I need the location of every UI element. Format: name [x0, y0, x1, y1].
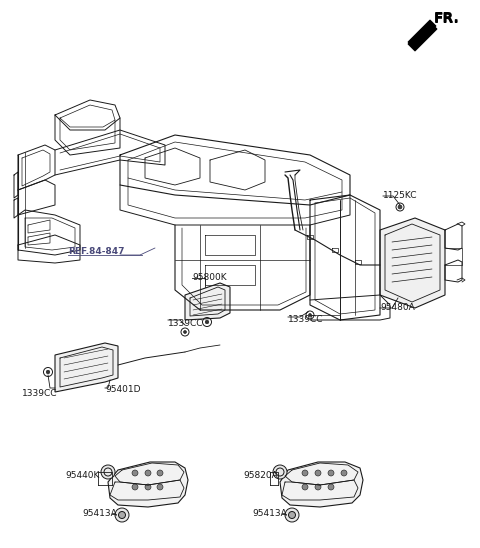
Circle shape — [341, 470, 347, 476]
Text: 95820A: 95820A — [243, 471, 278, 481]
Circle shape — [398, 205, 402, 209]
Polygon shape — [108, 462, 188, 507]
Text: 1339CC: 1339CC — [168, 318, 204, 328]
Circle shape — [288, 511, 296, 518]
Circle shape — [157, 470, 163, 476]
Text: 95480A: 95480A — [380, 304, 415, 312]
Polygon shape — [185, 283, 230, 320]
Circle shape — [273, 465, 287, 479]
Circle shape — [315, 470, 321, 476]
Text: 95401D: 95401D — [105, 385, 141, 395]
Polygon shape — [408, 20, 436, 48]
Polygon shape — [380, 218, 445, 308]
Text: FR.: FR. — [434, 11, 460, 25]
Polygon shape — [55, 343, 118, 392]
Circle shape — [309, 313, 312, 317]
Circle shape — [328, 484, 334, 490]
Circle shape — [132, 470, 138, 476]
Text: FR.: FR. — [434, 12, 460, 26]
Circle shape — [157, 484, 163, 490]
Circle shape — [302, 484, 308, 490]
Polygon shape — [408, 22, 437, 51]
Circle shape — [119, 511, 125, 518]
Text: 95440K: 95440K — [65, 471, 99, 481]
Circle shape — [46, 370, 50, 374]
Text: 1339CC: 1339CC — [288, 316, 324, 324]
Circle shape — [101, 465, 115, 479]
Text: 1339CC: 1339CC — [22, 389, 58, 397]
Circle shape — [285, 508, 299, 522]
Text: 95413A: 95413A — [252, 510, 287, 518]
Circle shape — [132, 484, 138, 490]
Text: REF.84-847: REF.84-847 — [68, 248, 124, 256]
Circle shape — [205, 320, 209, 324]
Text: 1125KC: 1125KC — [383, 191, 418, 201]
Circle shape — [145, 484, 151, 490]
Polygon shape — [280, 462, 363, 507]
Text: 95800K: 95800K — [192, 273, 227, 283]
Circle shape — [183, 330, 187, 334]
Circle shape — [145, 470, 151, 476]
Circle shape — [302, 470, 308, 476]
Circle shape — [328, 470, 334, 476]
Text: 95413A: 95413A — [82, 510, 117, 518]
Circle shape — [115, 508, 129, 522]
Circle shape — [315, 484, 321, 490]
